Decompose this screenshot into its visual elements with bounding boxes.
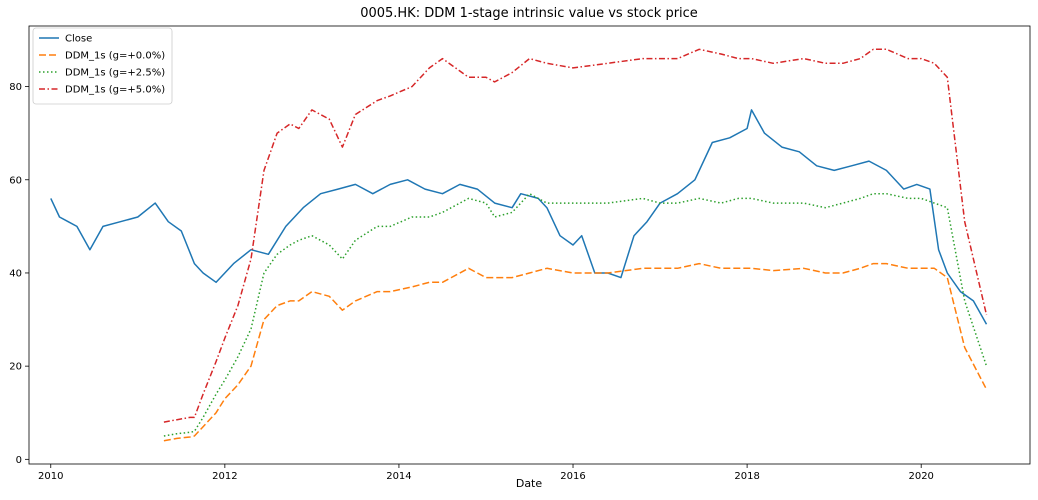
legend-box (32, 27, 173, 105)
y-axis: 0 20 40 60 80 (9, 82, 29, 466)
y-tick-label: 20 (9, 362, 22, 373)
legend-entry-0: Close (65, 34, 92, 45)
y-tick-label: 80 (9, 82, 22, 93)
x-tick-label: 2016 (560, 471, 585, 482)
x-axis: 2010 2012 2014 2016 2018 2020 (38, 464, 934, 482)
series-line-3 (163, 48, 988, 423)
y-tick-label: 0 (16, 455, 22, 466)
legend-entry-1: DDM_1s (g=+0.0%) (65, 51, 165, 62)
x-tick-label: 2012 (212, 471, 237, 482)
plot-frame (28, 25, 1031, 465)
legend-entry-3: DDM_1s (g=+5.0%) (65, 85, 165, 96)
x-axis-label: Date (516, 477, 543, 490)
legend: Close DDM_1s (g=+0.0%) DDM_1s (g=+2.5%) DDM… (32, 27, 173, 105)
series-line-0 (50, 109, 988, 325)
chart-title: 0005.HK: DDM 1-stage intrinsic value vs … (360, 6, 698, 21)
x-tick-label: 2014 (386, 471, 411, 482)
x-tick-label: 2020 (908, 471, 933, 482)
y-tick-label: 60 (9, 175, 22, 186)
series-line-1 (163, 262, 988, 442)
legend-entry-2: DDM_1s (g=+2.5%) (65, 68, 165, 79)
series-line-2 (163, 192, 988, 437)
y-tick-label: 40 (9, 268, 22, 279)
plot-area (28, 25, 1031, 465)
x-tick-label: 2010 (38, 471, 63, 482)
x-tick-label: 2018 (734, 471, 759, 482)
